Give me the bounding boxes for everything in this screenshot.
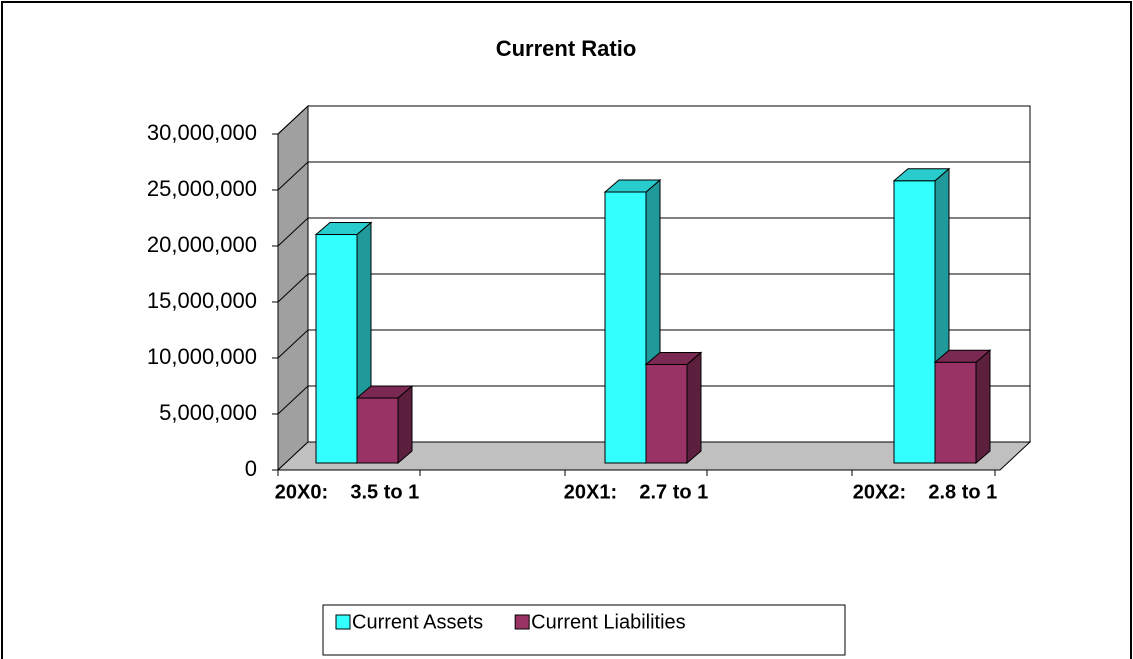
y-tick-label: 30,000,000: [147, 120, 257, 145]
grid-line: [277, 385, 1030, 415]
legend-swatch: [335, 614, 351, 630]
legend-label: Current Assets: [352, 611, 483, 633]
bar-top: [933, 349, 992, 363]
bar: [934, 361, 977, 464]
y-tick-label: 0: [245, 456, 257, 481]
bar-top: [644, 351, 703, 365]
legend-swatch: [514, 614, 530, 630]
bar: [645, 363, 688, 464]
bar-side: [397, 384, 413, 465]
bar: [604, 191, 647, 464]
x-tick-label: 20X1: 2.7 to 1: [564, 481, 709, 503]
bar-top: [314, 222, 373, 236]
legend-box: [322, 604, 846, 656]
y-tick-label: 5,000,000: [159, 400, 257, 425]
bar-top: [603, 179, 662, 193]
grid-line: [277, 273, 1030, 303]
bar-side: [686, 351, 702, 465]
y-tick-label: 20,000,000: [147, 232, 257, 257]
grid-line: [277, 105, 1030, 135]
bar-group: [933, 349, 992, 465]
bar-group: [355, 384, 414, 465]
chart-title: Current Ratio: [496, 36, 637, 61]
bar-top: [892, 168, 951, 182]
y-tick-label: 15,000,000: [147, 288, 257, 313]
bar-top: [355, 385, 414, 399]
bar-group: [644, 351, 703, 465]
bar-side: [975, 349, 991, 465]
y-tick-label: 25,000,000: [147, 176, 257, 201]
legend-label: Current Liabilities: [531, 611, 686, 633]
grid-line: [277, 329, 1030, 359]
x-tick-label: 20X0: 3.5 to 1: [275, 481, 420, 503]
bar: [356, 397, 399, 464]
x-tick-label: 20X2: 2.8 to 1: [853, 481, 998, 503]
grid-line: [277, 217, 1030, 247]
bar: [315, 234, 358, 464]
grid-line: [277, 161, 1030, 191]
bar: [893, 180, 936, 464]
y-tick-label: 10,000,000: [147, 344, 257, 369]
